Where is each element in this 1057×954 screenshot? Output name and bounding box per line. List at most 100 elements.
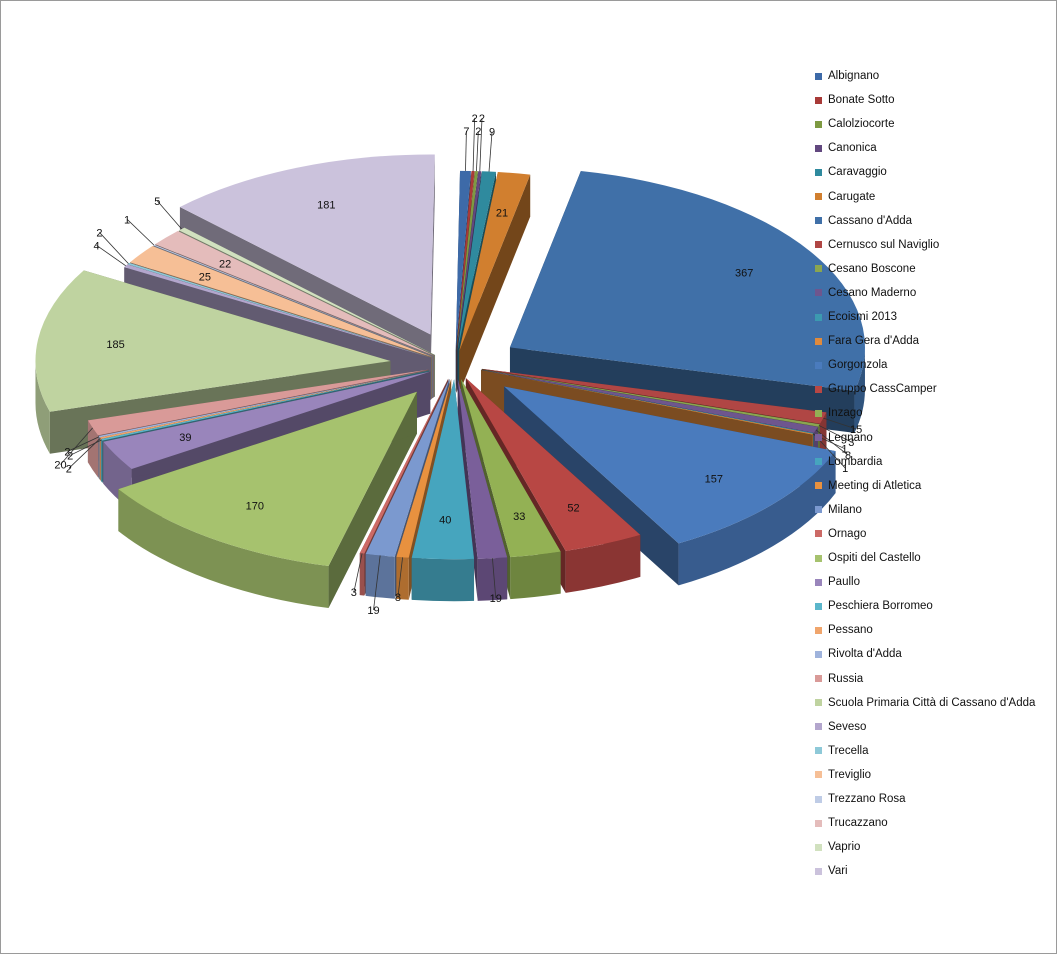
slice-top (481, 370, 814, 434)
legend-label: Cesano Maderno (828, 286, 917, 299)
legend-swatch (815, 72, 822, 80)
legend-label: Treviglio (828, 768, 872, 781)
legend-item: Treviglio (815, 765, 871, 785)
legend-label: Calolziocorte (828, 118, 895, 131)
leader-line (472, 117, 476, 172)
slices-layer (35, 154, 865, 609)
slice-top (98, 370, 429, 438)
legend-item: Gruppo CassCamper (815, 379, 937, 399)
legend-swatch (815, 96, 822, 104)
legend-item: Trucazzano (815, 813, 888, 833)
leader-line (823, 417, 857, 430)
legend-item: Fara Gera d'Adda (815, 331, 919, 351)
legend-label: Canonica (828, 142, 877, 155)
legend-swatch (815, 843, 822, 851)
slice-top (504, 386, 836, 544)
data-label: 157 (705, 473, 723, 485)
data-label: 2 (96, 227, 102, 239)
slice-top (456, 171, 482, 351)
legend-label: Gruppo CassCamper (828, 383, 937, 396)
legend-swatch (815, 144, 822, 152)
leader-line (818, 425, 852, 443)
legend-item: Russia (815, 669, 863, 689)
leader-line (488, 131, 493, 172)
legend-swatch (815, 771, 822, 779)
legend-label: Cernusco sul Naviglio (828, 238, 940, 251)
legend-swatch (815, 530, 822, 538)
legend-swatch (815, 650, 822, 658)
legend-label: Paullo (828, 576, 860, 589)
legend-item: Cassano d'Adda (815, 211, 912, 231)
legend-label: Milano (828, 503, 862, 516)
legend-label: Albignano (828, 70, 880, 82)
legend-item: Cernusco sul Naviglio (815, 235, 939, 255)
legend-swatch (815, 795, 822, 803)
slice-top (179, 154, 435, 335)
slice-wall (87, 420, 99, 478)
legend-item: Ecoismi 2013 (815, 307, 897, 327)
slice-side (328, 391, 417, 609)
slice-top (481, 369, 819, 433)
slice-top (481, 368, 827, 424)
legend-item: Paullo (815, 572, 860, 592)
legend-item: Albignano (815, 66, 879, 86)
slice-top (457, 171, 497, 351)
slice-top (153, 244, 433, 357)
data-labels: 7222921367153811157523319408193170392222… (54, 113, 862, 617)
legend-item: Cesano Boscone (815, 259, 916, 279)
slice-top (124, 264, 431, 358)
legend-label: Vari (828, 865, 848, 878)
leader-line (353, 553, 363, 593)
legend-item: Caravaggio (815, 162, 887, 182)
data-label: 9 (489, 127, 495, 139)
leader-line (67, 436, 100, 452)
legend-item: Ornago (815, 524, 866, 544)
legend-swatch (815, 506, 822, 514)
legend-label: Scuola Primaria Città di Cassano d'Adda (828, 696, 1036, 709)
legend-swatch (815, 699, 822, 707)
legend-item: Milano (815, 500, 862, 520)
data-label: 181 (317, 199, 335, 211)
legend-swatch (815, 578, 822, 586)
legend-item: Peschiera Borromeo (815, 596, 933, 616)
legend-swatch (815, 482, 822, 490)
data-label: 33 (513, 511, 525, 523)
leader-line (492, 558, 497, 599)
data-label: 8 (395, 592, 401, 604)
legend-label: Seveso (828, 720, 867, 733)
slice-top (87, 369, 429, 436)
slice-wall (477, 557, 508, 601)
legend-item: Canonica (815, 138, 877, 158)
slice-wall (365, 553, 395, 599)
slice-side (430, 154, 435, 377)
legend-swatch (815, 217, 822, 225)
legend-swatch (815, 193, 822, 200)
leader-line (68, 438, 101, 469)
legend-label: Ecoismi 2013 (828, 311, 898, 323)
data-label: 2 (64, 446, 70, 458)
legend-item: Legnano (815, 428, 873, 448)
slice-wall (99, 437, 101, 482)
legend-label: Russia (828, 672, 864, 685)
legend-swatch (815, 675, 822, 682)
legend-label: Lombardia (828, 455, 883, 468)
data-label: 20 (54, 459, 66, 471)
slice-top (127, 262, 432, 358)
slice-top (99, 370, 430, 440)
legend-item: Pessano (815, 620, 873, 640)
slice-wall (565, 534, 641, 593)
slice-top (130, 245, 433, 357)
legend-swatch (815, 409, 822, 417)
data-label: 40 (439, 515, 451, 527)
legend-swatch (815, 458, 822, 466)
slice-top (465, 378, 641, 551)
leader-line (157, 200, 182, 230)
legend-label: Legnano (828, 431, 873, 444)
legend-label: Fara Gera d'Adda (828, 335, 920, 348)
leader-line (476, 131, 479, 172)
legend-item: Meeting di Atletica (815, 476, 921, 496)
slice-wall (411, 557, 475, 602)
legend-item: Scuola Primaria Città di Cassano d'Adda (815, 693, 1035, 713)
slice-wall (35, 361, 50, 454)
slice-top (101, 370, 430, 441)
